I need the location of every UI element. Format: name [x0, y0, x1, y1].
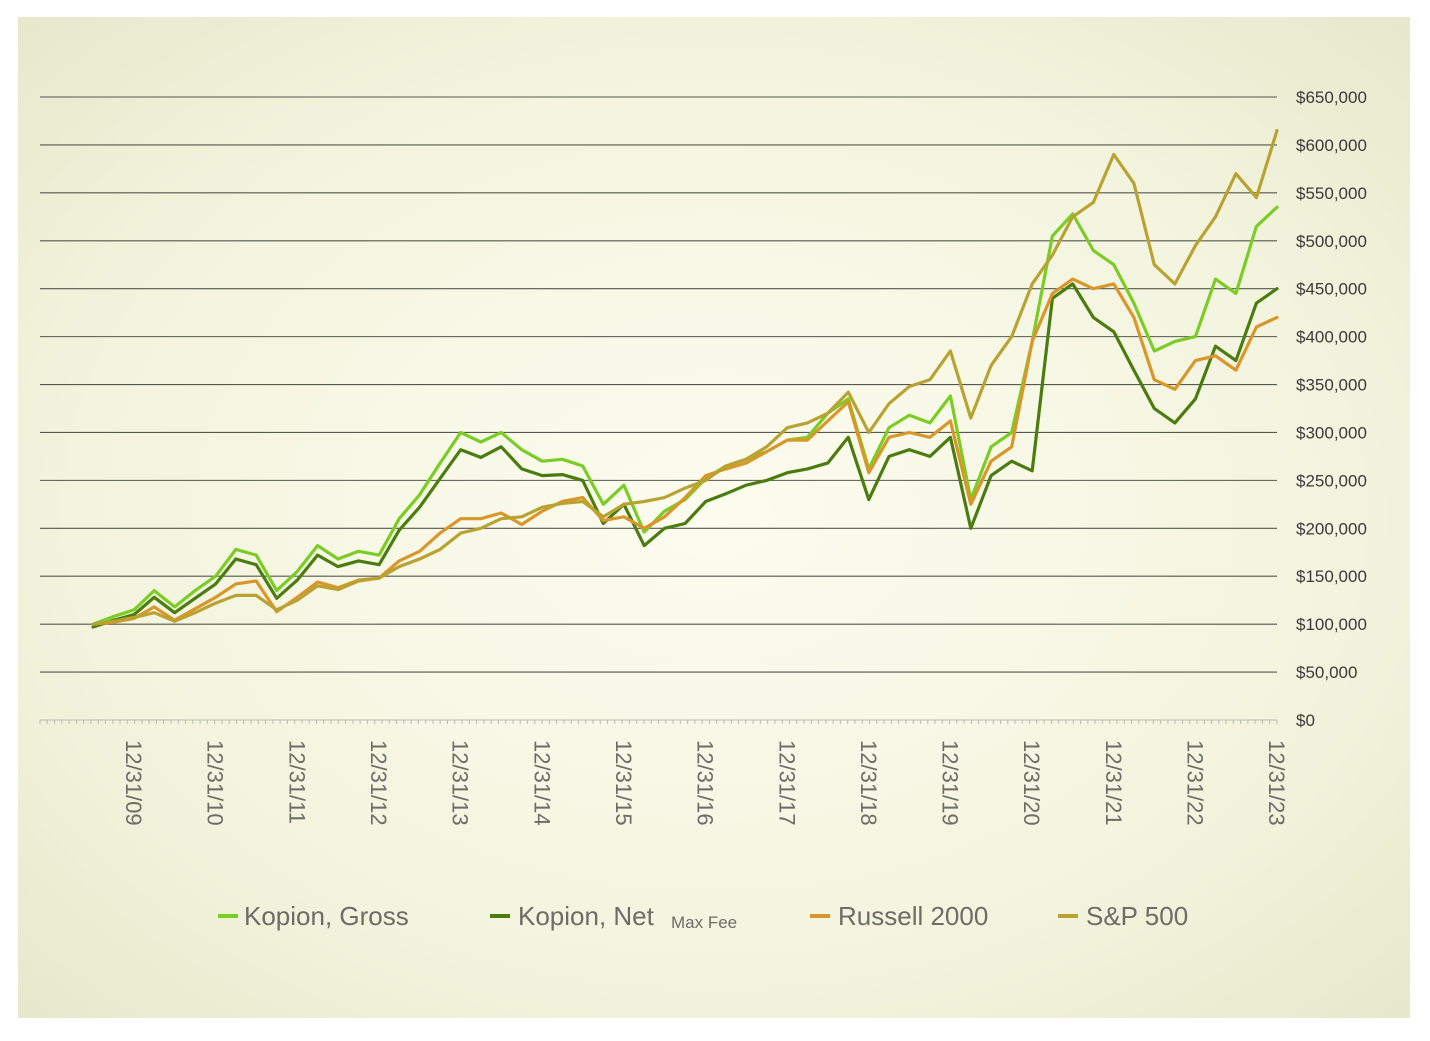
y-tick-label: $500,000 [1296, 232, 1367, 251]
x-tick-label: 12/31/22 [1182, 740, 1207, 826]
x-tick-label: 12/31/18 [856, 740, 881, 826]
gridlines [40, 96, 1277, 673]
y-tick-label: $400,000 [1296, 328, 1367, 347]
x-tick-label: 12/31/12 [366, 740, 391, 826]
y-tick-label: $550,000 [1296, 184, 1367, 203]
x-tick-label: 12/31/13 [448, 740, 473, 826]
legend-entry: Kopion, Gross [244, 901, 409, 931]
y-tick-label: $300,000 [1296, 423, 1367, 442]
y-tick-label: $250,000 [1296, 471, 1367, 490]
x-tick-label: 12/31/10 [203, 740, 228, 826]
y-tick-label: $100,000 [1296, 615, 1367, 634]
y-tick-label: $150,000 [1296, 567, 1367, 586]
legend-entry: S&P 500 [1086, 901, 1188, 931]
series-lines [91, 128, 1279, 629]
y-tick-label: $600,000 [1296, 136, 1367, 155]
y-tick-label: $350,000 [1296, 376, 1367, 395]
legend-entry: Kopion, Net [518, 901, 655, 931]
chart-background [18, 17, 1410, 1018]
x-tick-label: 12/31/14 [529, 740, 554, 826]
x-tick-label: 12/31/09 [121, 740, 146, 826]
y-tick-label: $200,000 [1296, 519, 1367, 538]
y-axis: $0 $50,000 $100,000 $150,000 $200,000 $250,00… [1296, 88, 1367, 730]
x-tick-label: 12/31/21 [1101, 740, 1126, 826]
x-tick-label: 12/31/20 [1019, 740, 1044, 826]
x-tick-label: 12/31/19 [937, 740, 962, 826]
legend: Kopion, Gross Kopion, Net Max Fee Russell 2… [218, 901, 1188, 932]
y-tick-label: $450,000 [1296, 280, 1367, 299]
y-tick-label: $0 [1296, 711, 1315, 730]
x-tick-label: 12/31/11 [284, 740, 309, 824]
x-tick-label: 12/31/17 [774, 740, 799, 826]
x-axis: 12/31/09 12/31/10 12/31/11 12/31/12 12/31/13… [39, 719, 1289, 826]
y-tick-label: $50,000 [1296, 663, 1357, 682]
legend-entry: Russell 2000 [838, 901, 988, 931]
series-line [91, 282, 1279, 629]
x-tick-label: 12/31/16 [693, 740, 718, 826]
y-tick-label: $650,000 [1296, 88, 1367, 107]
series-line [91, 128, 1279, 626]
x-tick-label: 12/31/15 [611, 740, 636, 826]
x-tick-label: 12/31/23 [1264, 740, 1289, 826]
legend-note: Max Fee [671, 913, 737, 932]
